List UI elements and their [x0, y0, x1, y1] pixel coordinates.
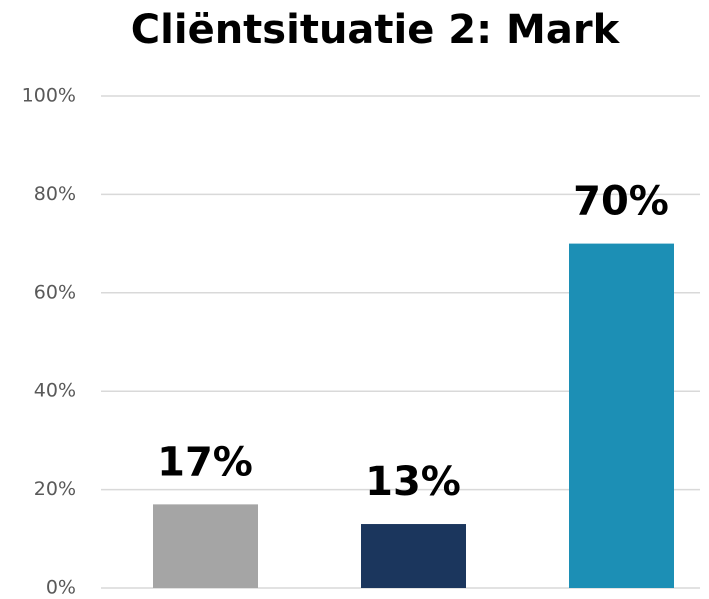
y-tick-label: 100%	[22, 85, 76, 107]
bar	[361, 524, 466, 588]
bar	[569, 243, 674, 588]
chart-title: Cliëntsituatie 2: Mark	[131, 7, 621, 53]
y-tick-label: 80%	[34, 183, 76, 205]
y-tick-label: 40%	[34, 380, 76, 402]
value-label: 70%	[573, 179, 669, 225]
y-tick-label: 20%	[34, 478, 76, 500]
value-label: 17%	[157, 439, 253, 485]
bar	[153, 504, 258, 588]
y-tick-label: 60%	[34, 281, 76, 303]
value-label: 13%	[365, 459, 461, 505]
y-tick-label: 0%	[46, 577, 76, 599]
